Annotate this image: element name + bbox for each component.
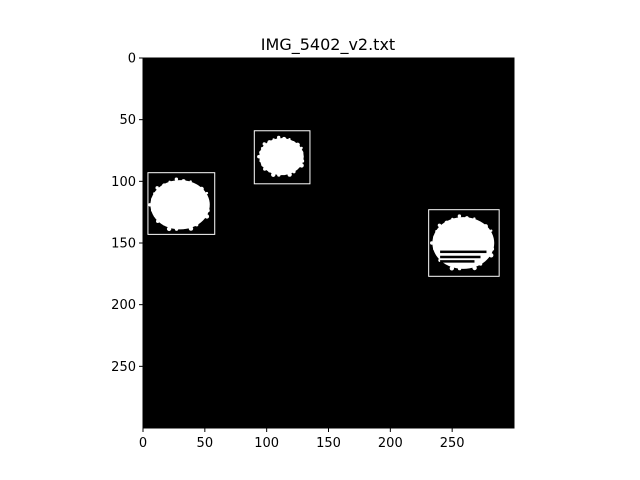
blob-speckle <box>435 230 437 232</box>
blob-speckle <box>175 227 178 230</box>
blob-speckle <box>259 150 263 154</box>
blob-speckle <box>300 151 303 154</box>
blob-speckle <box>154 213 158 217</box>
blob-speckle <box>272 138 274 140</box>
blob-speckle <box>153 192 155 194</box>
blob-speckle <box>283 173 285 175</box>
y-tick-label: 200 <box>111 298 136 313</box>
x-tick-label: 250 <box>440 436 465 451</box>
x-tick-label: 150 <box>316 436 341 451</box>
blob-speckle <box>473 217 475 219</box>
blob-speckle <box>271 173 275 177</box>
blob-speckle <box>282 137 286 141</box>
blob-speckle <box>206 204 208 206</box>
blob-stripe <box>440 260 474 263</box>
blob-speckle <box>167 227 171 231</box>
blob-speckle <box>195 223 198 226</box>
blob-speckle <box>291 141 294 144</box>
blob-speckle <box>190 180 192 182</box>
y-tick-label: 100 <box>111 175 136 190</box>
blob-speckle <box>451 218 453 220</box>
blob-stripe <box>440 256 480 259</box>
blob-speckle <box>287 172 291 176</box>
blob-speckle <box>199 187 203 191</box>
blob-speckle <box>148 203 151 206</box>
blob-speckle <box>301 155 303 157</box>
x-tick-label: 50 <box>197 436 214 451</box>
blob-speckle <box>151 209 153 211</box>
blob-speckle <box>268 170 270 172</box>
blob-speckle <box>490 236 493 239</box>
blob-speckle <box>465 216 469 220</box>
plot-area <box>143 58 514 428</box>
blob-speckle <box>484 258 486 260</box>
chart-title: IMG_5402_v2.txt <box>261 35 395 55</box>
blob-speckle <box>156 220 159 223</box>
blob-speckle <box>182 227 184 229</box>
y-tick-label: 150 <box>111 237 136 252</box>
blob-speckle <box>277 136 280 139</box>
blob-speckle <box>466 266 468 268</box>
blob-speckle <box>206 192 208 194</box>
blob-speckle <box>472 266 476 270</box>
blob-speckle <box>479 262 482 265</box>
blob-speckle <box>181 179 185 183</box>
blob-speckle <box>491 242 493 244</box>
x-tick-label: 100 <box>254 436 279 451</box>
blob-speckle <box>296 167 298 169</box>
blob-speckle <box>458 214 461 217</box>
blob-speckle <box>257 155 260 158</box>
blob-speckle <box>175 177 178 180</box>
blob-speckle <box>206 209 209 212</box>
blob-speckle <box>261 147 263 149</box>
x-tick-label: 200 <box>378 436 403 451</box>
blob-speckle <box>484 224 488 228</box>
y-tick-label: 0 <box>128 52 136 67</box>
blob-speckle <box>288 138 290 140</box>
blob-speckle <box>263 167 266 170</box>
blob-speckle <box>259 160 261 162</box>
blob-speckle <box>444 221 448 225</box>
blob-speckle <box>450 266 454 270</box>
blob-speckle <box>189 226 193 230</box>
blob-speckle <box>277 173 280 176</box>
blob-speckle <box>267 140 271 144</box>
blob-stripe <box>440 251 486 254</box>
blob-speckle <box>478 222 481 225</box>
blob-speckle <box>292 170 295 173</box>
blob-speckle <box>491 247 494 250</box>
blob-speckle <box>263 142 266 145</box>
blob-speckle <box>433 235 437 239</box>
blob-speckle <box>436 252 440 256</box>
blob-speckle <box>200 219 202 221</box>
blob-speckle <box>490 230 492 232</box>
blob-speckle <box>438 224 441 227</box>
blob-speckle <box>299 163 303 167</box>
blob-speckle <box>162 183 166 187</box>
blob-speckle <box>430 241 433 244</box>
y-tick-label: 250 <box>111 360 136 375</box>
blob-speckle <box>300 147 302 149</box>
blob-speckle <box>194 184 197 187</box>
blob-speckle <box>163 223 165 225</box>
blob-speckle <box>151 197 155 201</box>
blob-speckle <box>205 214 209 218</box>
y-axis: 0 50 100 150 200 250 <box>111 52 143 375</box>
y-tick-label: 50 <box>119 113 136 128</box>
blob-speckle <box>489 253 493 257</box>
blob-speckle <box>295 143 299 147</box>
x-axis: 0 50 100 150 200 250 <box>139 428 465 451</box>
blob-speckle <box>458 267 461 270</box>
blob-speckle <box>301 159 304 162</box>
blob-speckle <box>433 248 435 250</box>
blob-speckle <box>168 181 170 183</box>
blob-speckle <box>155 186 158 189</box>
blob-speckle <box>205 198 208 201</box>
blob-speckle <box>261 162 265 166</box>
x-tick-label: 0 <box>139 436 147 451</box>
